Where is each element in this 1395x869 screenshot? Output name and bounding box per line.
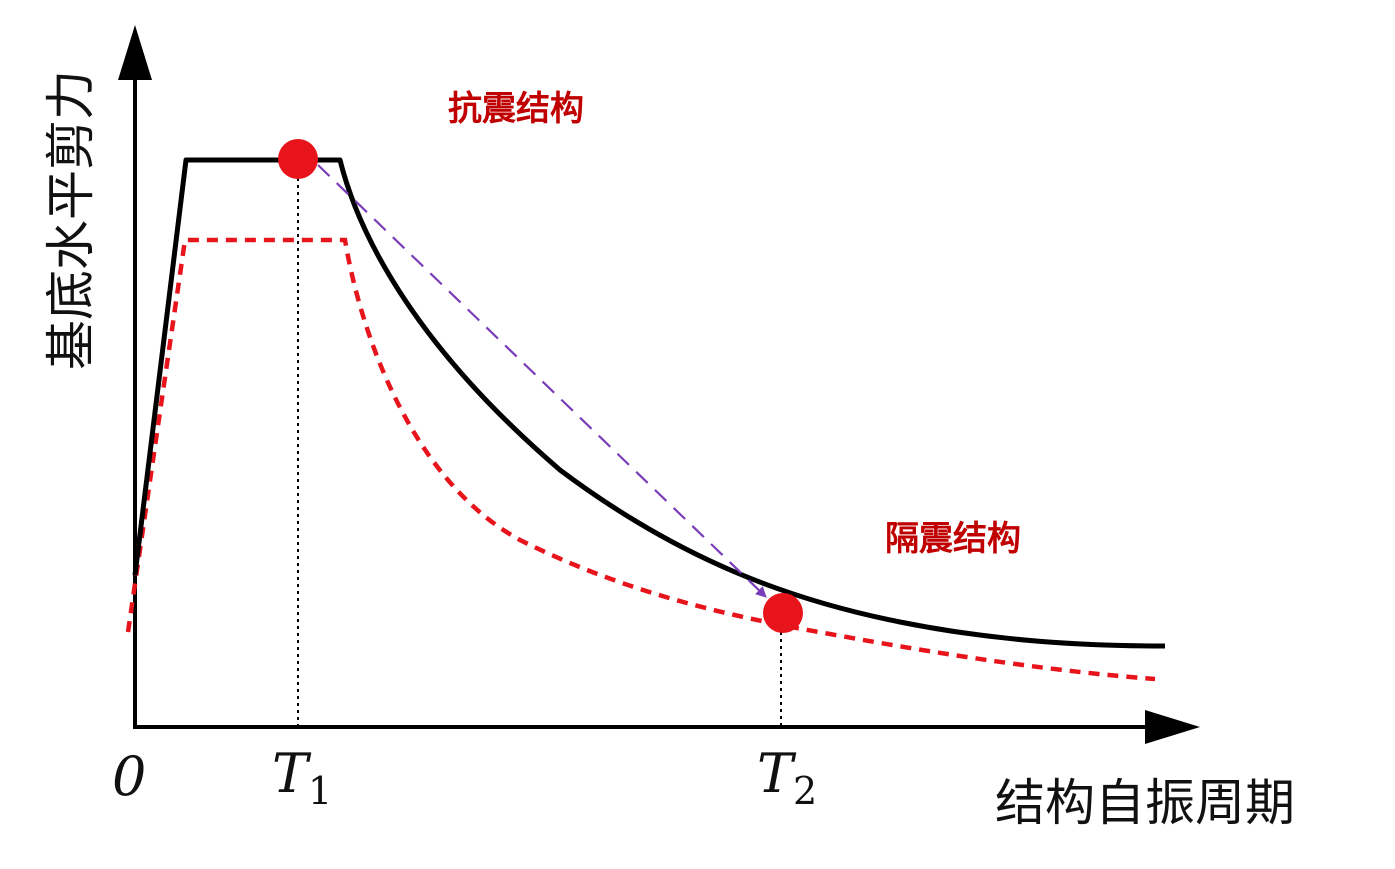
- t2-tick-main: T: [757, 742, 797, 805]
- seismic-structure-label: 抗震结构: [448, 89, 584, 129]
- x-axis-arrowhead: [1145, 710, 1200, 744]
- x-axis-title: 结构自振周期: [995, 774, 1295, 832]
- period-shift-arrow: [317, 164, 767, 598]
- t1-marker-icon: [278, 139, 318, 179]
- t2-tick-label: T2: [757, 742, 817, 813]
- t2-marker-icon: [763, 593, 803, 633]
- seismic-spectrum-curve: [132, 157, 1166, 649]
- y-axis-title: 基底水平剪力: [42, 70, 100, 370]
- t2-tick-subscript: 2: [793, 769, 817, 813]
- y-axis-arrowhead: [118, 25, 152, 80]
- t1-tick-label: T1: [272, 742, 332, 813]
- isolated-structure-label: 隔震结构: [885, 519, 1021, 559]
- isolated-spectrum-curve: [125, 237, 1156, 682]
- t1-tick-main: T: [272, 742, 312, 805]
- origin-label: 0: [112, 745, 146, 808]
- t1-tick-subscript: 1: [308, 769, 332, 813]
